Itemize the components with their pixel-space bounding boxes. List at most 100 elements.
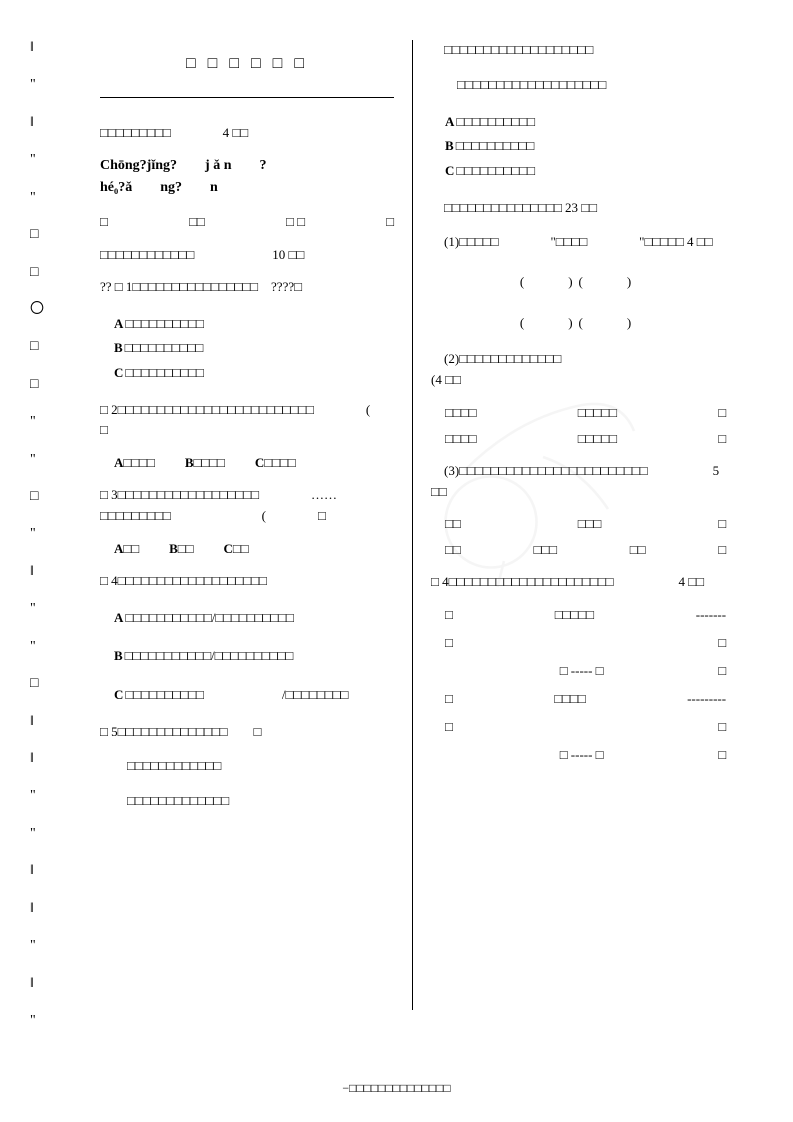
example-grid-3: □□ □□□ □ □□ □□□ □□ □ [431, 516, 726, 558]
sub-3: (3)□□□□□□□□□□□□□□□□□□□□□□□□ 5 □□ [431, 461, 726, 503]
binding-mark: " [30, 938, 55, 955]
q1-options: A□□□□□□□□□□ B□□□□□□□□□□ C□□□□□□□□□□ [100, 312, 394, 386]
page-footer: −□□□□□□□□□□□□□□ [0, 1081, 793, 1096]
r-question-4: □ 4□□□□□□□□□□□□□□□□□□□□□ 4 □□ [431, 572, 726, 593]
binding-mark: □ [30, 489, 55, 506]
binding-mark: " [30, 826, 55, 843]
binding-mark: ‖ [30, 115, 55, 132]
binding-mark: " [30, 414, 55, 431]
idiom-cell: □ [445, 635, 453, 651]
ex3-row: □□ □□□ □ [445, 516, 726, 532]
idiom-grid: □□□□□□-------□□□ ----- □□□□□□□---------□… [431, 607, 726, 763]
r-opt-a: A□□□□□□□□□□ [431, 110, 726, 135]
idiom-cell: □ [445, 719, 453, 735]
q5-line2: □□□□□□□□□□□□□ [100, 791, 394, 812]
fill-row: □ □□ □ □ □ [100, 214, 394, 230]
question-1: ?? □ 1□□□□□□□□□□□□□□□□ ????□ [100, 277, 394, 298]
example-grid-2: □□□□ □□□□□ □ □□□□ □□□□□ □ [431, 405, 726, 447]
ex-row: □□□□ □□□□□ □ [445, 431, 726, 447]
q3-options: A□□ B□□ C□□ [100, 541, 394, 557]
q3-opt-c: C□□ [224, 541, 249, 557]
question-3: □ 3□□□□□□□□□□□□□□□□□□ ……□□□□□□□□□ ( □ [100, 485, 394, 527]
binding-mark: □ [30, 339, 55, 356]
q4-opt-b: B□□□□□□□□□□□/□□□□□□□□□□ [100, 644, 394, 669]
pinyin-line-1: Chōng?jǐng? j ǎ n ? [100, 155, 394, 177]
binding-mark: " [30, 639, 55, 656]
binding-mark: " [30, 601, 55, 618]
q4-opt-c: C□□□□□□□□□□ /□□□□□□□□ [100, 683, 394, 708]
binding-mark: ‖ [30, 751, 55, 768]
idiom-row: □□ [445, 719, 726, 735]
binding-mark: ‖ [30, 40, 55, 57]
idiom-row: □ ----- □ □ [445, 663, 726, 679]
idiom-cell: ------- [696, 607, 726, 623]
idiom-cell: □ [718, 747, 726, 763]
sub-2: (2)□□□□□□□□□□□□□ (4 □□ [431, 349, 726, 391]
idiom-cell: --------- [687, 691, 726, 707]
binding-mark: □ [30, 676, 55, 693]
question-4: □ 4□□□□□□□□□□□□□□□□□□□ [100, 571, 394, 592]
left-column: □ □ □ □ □ □ □□□□□□□□□ 4 □□ Chōng?jǐng? j… [90, 40, 413, 1010]
q3-opt-b: B□□ [169, 541, 193, 557]
pinyin-block: Chōng?jǐng? j ǎ n ? hé₀?ǎ ng? n [100, 155, 394, 200]
binding-mark: ‖ [30, 976, 55, 993]
r-line2: □□□□□□□□□□□□□□□□□□□ [431, 75, 726, 96]
r-opt-c: C□□□□□□□□□□ [431, 159, 726, 184]
binding-mark: ‖ [30, 564, 55, 581]
idiom-cell: □ [718, 719, 726, 735]
section-3-head: □□□□□□□□□□□□□□□ 23 □□ [431, 198, 726, 219]
main-title: □ □ □ □ □ □ [100, 55, 394, 73]
q3-opt-a: A□□ [114, 541, 139, 557]
binding-mark: ‖ [30, 863, 55, 880]
q1-opt-a: A□□□□□□□□□□ [100, 312, 394, 337]
idiom-row: □ ----- □ □ [445, 747, 726, 763]
page-content: □ □ □ □ □ □ □□□□□□□□□ 4 □□ Chōng?jǐng? j… [90, 40, 763, 1010]
binding-mark: 〇 [30, 302, 55, 319]
idiom-cell: □ [445, 691, 453, 707]
right-column: □□□□□□□□□□□□□□□□□□□ □□□□□□□□□□□□□□□□□□□ … [413, 40, 736, 1010]
binding-mark: " [30, 526, 55, 543]
q5-line1: □□□□□□□□□□□□ [100, 756, 394, 777]
idiom-cell: □ ----- □ [560, 663, 604, 679]
q2-options: A□□□□ B□□□□ C□□□□ [100, 455, 394, 471]
binding-marks: ‖ " ‖ " " □ □ 〇 □ □ " " □ " ‖ " " □ ‖ ‖ " " ‖ ‖ " ‖ " [30, 40, 55, 1030]
q4-opt-a: A□□□□□□□□□□□/□□□□□□□□□□ [100, 606, 394, 631]
sub-1: (1)□□□□□ "□□□□ "□□□□□ 4 □□ [431, 232, 726, 253]
section-1-head: □□□□□□□□□ 4 □□ [100, 122, 394, 141]
binding-mark: " [30, 452, 55, 469]
binding-mark: " [30, 152, 55, 169]
idiom-cell: □ ----- □ [560, 747, 604, 763]
idiom-cell: □□□□□ [555, 607, 594, 623]
binding-mark: ‖ [30, 901, 55, 918]
ex3-row: □□ □□□ □□ □ [445, 542, 726, 558]
r-opt-b: B□□□□□□□□□□ [431, 134, 726, 159]
title-rule [100, 97, 394, 98]
binding-mark: " [30, 1013, 55, 1030]
q1-opt-c: C□□□□□□□□□□ [100, 361, 394, 386]
idiom-cell: □ [445, 607, 453, 623]
question-2: □ 2□□□□□□□□□□□□□□□□□□□□□□□□□ ( □ [100, 400, 394, 442]
binding-mark: ‖ [30, 714, 55, 731]
section-2-head: □□□□□□□□□□□□ 10 □□ [100, 244, 394, 263]
binding-mark: □ [30, 227, 55, 244]
q1-opt-b: B□□□□□□□□□□ [100, 336, 394, 361]
idiom-row: □□□□□□------- [445, 607, 726, 623]
idiom-row: □□□□□--------- [445, 691, 726, 707]
idiom-cell: □□□□ [554, 691, 585, 707]
r-options: A□□□□□□□□□□ B□□□□□□□□□□ C□□□□□□□□□□ [431, 110, 726, 184]
q2-opt-b: B□□□□ [185, 455, 225, 471]
binding-mark: □ [30, 377, 55, 394]
r-line1: □□□□□□□□□□□□□□□□□□□ [431, 40, 726, 61]
binding-mark: " [30, 77, 55, 94]
ex-row: □□□□ □□□□□ □ [445, 405, 726, 421]
paren-row-2: ( )( ) [431, 312, 726, 331]
paren-row-1: ( )( ) [431, 271, 726, 290]
idiom-cell: □ [718, 663, 726, 679]
q2-opt-c: C□□□□ [255, 455, 296, 471]
q2-opt-a: A□□□□ [114, 455, 155, 471]
binding-mark: □ [30, 265, 55, 282]
binding-mark: " [30, 190, 55, 207]
pinyin-line-2: hé₀?ǎ ng? n [100, 177, 394, 199]
binding-mark: " [30, 788, 55, 805]
question-5: □ 5□□□□□□□□□□□□□□ □ [100, 722, 394, 743]
